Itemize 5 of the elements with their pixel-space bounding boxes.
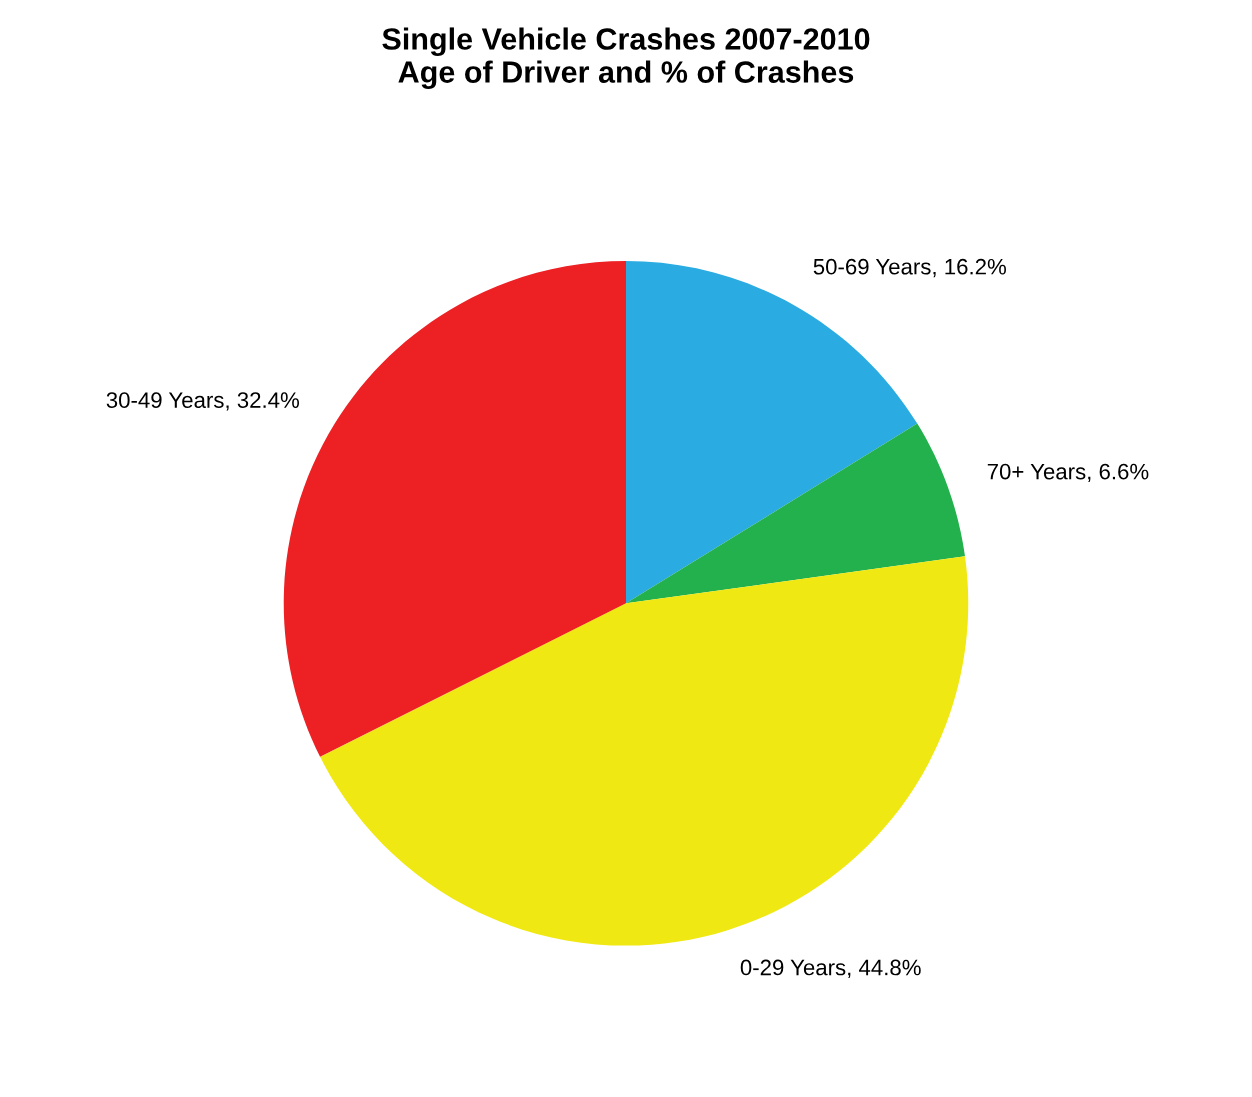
slice-label: 70+ Years, 6.6% [987, 463, 1149, 483]
slice-label: 30-49 Years, 32.4% [106, 392, 300, 411]
slice-label: 0-29 Years, 44.8% [740, 959, 921, 978]
slice-label: 50-69 Years, 16.2% [813, 258, 1006, 278]
chart-title: Single Vehicle Crashes 2007-2010 Age of Driver and % of Crashes [382, 27, 870, 90]
